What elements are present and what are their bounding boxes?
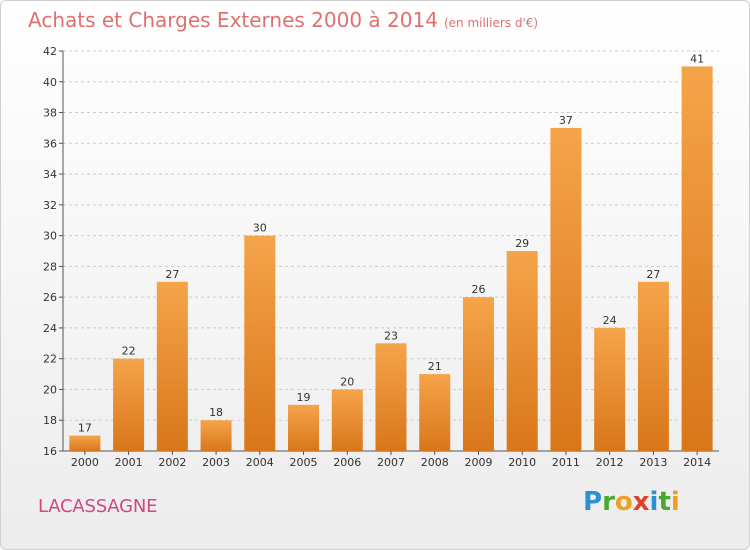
x-tick-label: 2005 [290, 456, 318, 469]
x-tick-label: 2007 [377, 456, 405, 469]
y-tick-label: 28 [43, 260, 57, 273]
data-label: 27 [165, 268, 179, 281]
y-tick-label: 18 [43, 414, 57, 427]
data-label: 22 [122, 345, 136, 358]
logo-letter: t [658, 487, 671, 517]
bar [288, 404, 320, 451]
data-label: 30 [253, 222, 267, 235]
bar [462, 297, 494, 451]
bar [156, 281, 188, 451]
logo-letter: i [649, 487, 659, 517]
y-tick-label: 20 [43, 383, 57, 396]
data-label: 27 [646, 268, 660, 281]
bar [419, 374, 451, 451]
chart-title-text: Achats et Charges Externes 2000 à 2014 [28, 8, 438, 32]
labels: 16 18 20 22 24 26 28 30 32 34 36 38 40 42 17 2000 22 2001… [43, 45, 711, 469]
x-tick-label: 2004 [246, 456, 274, 469]
x-tick-label: 2002 [158, 456, 186, 469]
data-label: 23 [384, 329, 398, 342]
logo-letter: P [583, 487, 603, 517]
data-label: 26 [471, 283, 485, 296]
x-tick-label: 2013 [639, 456, 667, 469]
x-tick-label: 2012 [596, 456, 624, 469]
bar [200, 420, 232, 451]
data-label: 21 [428, 360, 442, 373]
location-label: LACASSAGNE [38, 496, 158, 517]
data-label: 19 [297, 391, 311, 404]
x-tick-label: 2003 [202, 456, 230, 469]
logo-letter: o [614, 487, 633, 517]
x-tick-label: 2008 [421, 456, 449, 469]
bar [113, 358, 145, 451]
data-label: 37 [559, 114, 573, 127]
y-tick-label: 22 [43, 353, 57, 366]
bar [69, 435, 101, 451]
data-label: 17 [78, 422, 92, 435]
data-label: 41 [690, 52, 704, 65]
x-tick-label: 2010 [508, 456, 536, 469]
chart-title: Achats et Charges Externes 2000 à 2014 (e… [28, 8, 538, 32]
y-tick-label: 32 [43, 199, 57, 212]
x-tick-label: 2014 [683, 456, 711, 469]
logo-letter: x [632, 487, 650, 517]
bar [594, 327, 626, 451]
proxiti-logo: Proxiti [583, 487, 680, 517]
bar [637, 281, 669, 451]
bar [331, 389, 363, 451]
chart-subtitle: (en milliers d'€) [443, 16, 539, 30]
y-tick-label: 24 [43, 322, 57, 335]
x-tick-label: 2000 [71, 456, 99, 469]
data-label: 24 [603, 314, 617, 327]
y-tick-label: 16 [43, 445, 57, 458]
bar [681, 66, 713, 451]
logo-letter: i [670, 487, 680, 517]
y-tick-label: 26 [43, 291, 57, 304]
x-tick-label: 2009 [464, 456, 492, 469]
y-tick-label: 34 [43, 168, 57, 181]
y-tick-label: 36 [43, 137, 57, 150]
y-tick-label: 38 [43, 107, 57, 120]
bars [69, 66, 713, 451]
bar [506, 251, 538, 451]
y-tick-label: 40 [43, 76, 57, 89]
bar [244, 235, 276, 451]
data-label: 29 [515, 237, 529, 250]
x-tick-label: 2011 [552, 456, 580, 469]
data-label: 18 [209, 406, 223, 419]
x-tick-label: 2006 [333, 456, 361, 469]
y-tick-label: 42 [43, 45, 57, 58]
bar [550, 127, 582, 451]
x-tick-label: 2001 [115, 456, 143, 469]
data-label: 20 [340, 375, 354, 388]
logo-letter: r [602, 487, 615, 517]
y-tick-label: 30 [43, 230, 57, 243]
bar [375, 343, 407, 451]
